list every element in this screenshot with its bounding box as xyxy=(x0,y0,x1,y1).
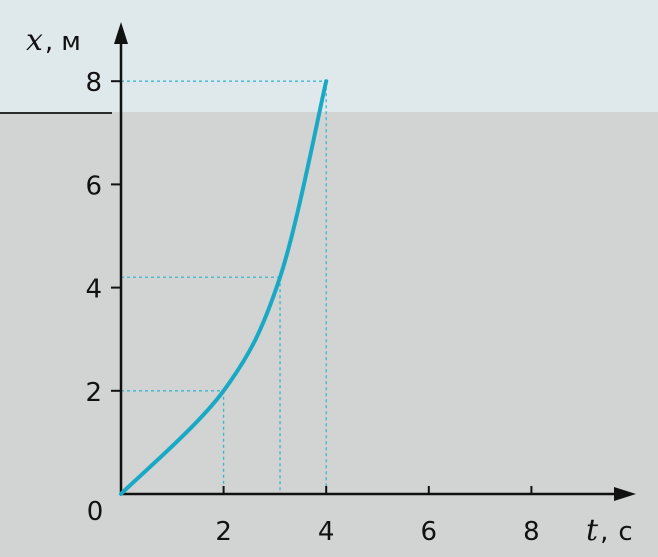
axis-labels: 0 x, м t, с xyxy=(26,23,633,548)
y-axis-separator: , xyxy=(45,27,53,57)
y-axis-variable: x xyxy=(26,23,43,58)
header-band xyxy=(0,0,658,112)
y-axis-label: x, м xyxy=(26,23,81,58)
axes xyxy=(114,22,636,501)
x-axis-variable: t xyxy=(586,513,599,548)
y-tick-label: 2 xyxy=(85,378,102,408)
series-line xyxy=(119,79,329,496)
x-tick-label: 2 xyxy=(215,517,232,547)
origin-label: 0 xyxy=(87,497,104,527)
y-tick-label: 8 xyxy=(85,68,102,98)
ticks: 2 4 6 8 2 4 6 8 xyxy=(85,68,539,547)
y-axis-arrow xyxy=(114,22,128,44)
x-axis-unit: с xyxy=(618,517,632,547)
x-tick-label: 6 xyxy=(421,517,438,547)
x-tick-label: 4 xyxy=(318,517,335,547)
x-axis-separator: , xyxy=(600,517,608,547)
y-axis-unit: м xyxy=(61,27,81,57)
x-axis-arrow xyxy=(614,487,636,501)
header-rule xyxy=(0,112,112,114)
y-tick-label: 4 xyxy=(85,275,102,305)
x-tick-label: 8 xyxy=(523,517,540,547)
y-tick-label: 6 xyxy=(85,171,102,201)
guide-lines xyxy=(121,80,327,494)
x-axis-label: t, с xyxy=(586,513,633,548)
